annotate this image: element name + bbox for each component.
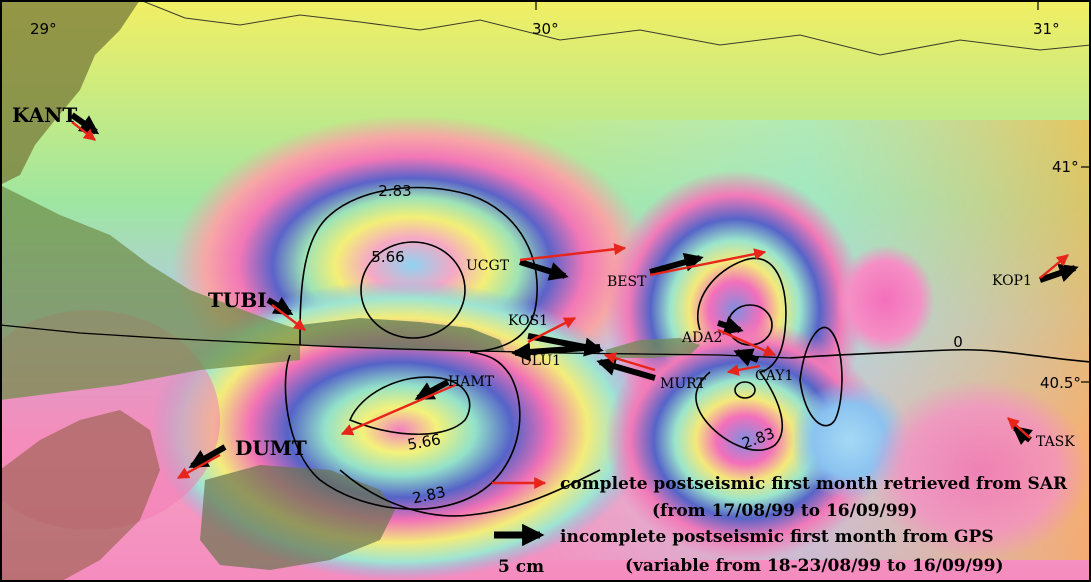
contour-loop-far-east bbox=[799, 326, 843, 427]
legend-gps-line1: incomplete postseismic first month from … bbox=[560, 527, 994, 547]
gps-arrows bbox=[70, 112, 1079, 469]
station-label-best: BEST bbox=[607, 274, 647, 290]
gps-arrow-murt bbox=[596, 357, 656, 381]
land-south bbox=[200, 465, 395, 570]
station-label-ada2: ADA2 bbox=[681, 330, 722, 346]
gps-arrow-task bbox=[1012, 425, 1033, 446]
sar-arrow-ucgt bbox=[519, 243, 627, 262]
sar-arrow-kop1 bbox=[1039, 254, 1069, 279]
lon-label-29: 29° bbox=[30, 20, 57, 38]
contours bbox=[284, 186, 1091, 517]
land-northwest bbox=[0, 0, 140, 185]
contour-2-83-southwest bbox=[284, 351, 521, 510]
contour-loop-east-lower bbox=[734, 381, 756, 399]
lat-label-40-5: 40.5° bbox=[1040, 374, 1081, 392]
land-west-peninsula bbox=[0, 185, 300, 400]
legend-scale-label: 5 cm bbox=[498, 557, 544, 577]
legend-sar-line2: (from 17/08/99 to 16/09/99) bbox=[652, 501, 917, 521]
fringe-spot-far-east bbox=[870, 380, 1090, 560]
sar-arrow-best bbox=[649, 248, 767, 277]
contour-2-83-south bbox=[339, 469, 601, 517]
station-label-kant: KANT bbox=[12, 103, 77, 127]
lon-label-31: 31° bbox=[1033, 20, 1060, 38]
graticule-labels: 29° 30° 31° 41° 40.5° bbox=[30, 20, 1081, 392]
fringe-lobe-southeast bbox=[605, 320, 885, 560]
sar-arrow-ada2 bbox=[717, 328, 777, 357]
contour-5-66-southwest bbox=[348, 376, 471, 436]
station-label-tubi: TUBI bbox=[208, 288, 267, 312]
gps-arrow-tubi bbox=[266, 296, 294, 316]
lat-label-41: 41° bbox=[1052, 158, 1079, 176]
gps-arrow-ada2 bbox=[717, 316, 744, 335]
station-label-kop1: KOP1 bbox=[992, 273, 1032, 289]
sar-arrow-hamt bbox=[340, 383, 456, 436]
gps-arrow-hamt bbox=[414, 379, 450, 401]
sar-arrow-task bbox=[1007, 417, 1031, 439]
station-label-cay1: CAY1 bbox=[755, 368, 793, 384]
contour-2-83-northwest bbox=[299, 186, 538, 353]
fringe-spot-east bbox=[835, 245, 935, 355]
sar-arrow-kos1 bbox=[527, 316, 577, 344]
contour-2-83-east bbox=[695, 257, 787, 451]
contour-label-5-66-a: 5.66 bbox=[371, 248, 404, 266]
station-labels: KANT TUBI DUMT UCGT BEST KOS1 ULU1 HAMT … bbox=[12, 103, 1075, 460]
land-southwest bbox=[0, 410, 160, 582]
contour-label-2-83-a: 2.83 bbox=[378, 182, 411, 200]
gps-arrow-kos1 bbox=[527, 333, 604, 357]
coastline-north bbox=[139, 0, 1091, 56]
contour-label-0: 0 bbox=[953, 333, 963, 351]
station-label-hamt: HAMT bbox=[448, 374, 495, 390]
station-label-kos1: KOS1 bbox=[508, 313, 548, 329]
legend-gps-line2: (variable from 18-23/08/99 to 16/09/99) bbox=[625, 556, 1004, 576]
sar-arrow-cay1 bbox=[726, 364, 761, 376]
contour-5-66-northwest bbox=[360, 241, 466, 339]
legend-sar-line1: complete postseismic first month retriev… bbox=[560, 474, 1068, 494]
station-label-ucgt: UCGT bbox=[466, 258, 510, 274]
gps-arrow-ucgt bbox=[519, 259, 569, 281]
sar-arrow-kant bbox=[71, 121, 96, 141]
sar-arrow-tubi bbox=[271, 304, 306, 331]
contour-0 bbox=[789, 348, 1091, 363]
contour-label-5-66-b: 5.66 bbox=[406, 430, 442, 454]
station-label-task: TASK bbox=[1036, 434, 1075, 450]
station-label-ulu1: ULU1 bbox=[520, 353, 561, 369]
fault-line bbox=[0, 324, 791, 359]
station-label-murt: MURT bbox=[660, 376, 706, 392]
gps-arrow-kop1 bbox=[1039, 263, 1079, 283]
station-label-dumt: DUMT bbox=[235, 436, 307, 460]
gps-arrow-dumt bbox=[188, 444, 227, 469]
lon-label-30: 30° bbox=[532, 20, 559, 38]
legend: complete postseismic first month retriev… bbox=[492, 474, 1068, 577]
sar-arrows bbox=[71, 121, 1069, 480]
gps-arrow-best bbox=[649, 252, 704, 275]
sar-arrow-dumt bbox=[176, 453, 221, 480]
sar-arrow-murt bbox=[603, 352, 656, 372]
gps-arrow-cay1 bbox=[733, 348, 760, 367]
land-strip-central bbox=[300, 318, 505, 352]
land-strip-east bbox=[605, 338, 700, 358]
